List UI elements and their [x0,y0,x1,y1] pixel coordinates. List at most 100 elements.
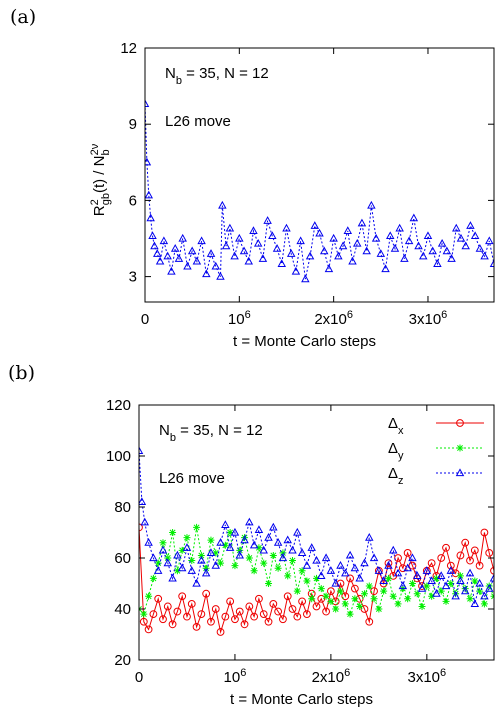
panel-a-series-0-point [470,231,480,240]
panel-b-series-1-point [298,567,306,575]
panel-a-series-0-point [282,223,291,232]
panel-b-series-2-point [456,576,465,585]
panel-b-series-2-point [412,571,422,579]
panel-b-xtick-label: 3x106 [408,667,447,686]
panel-a-series-0-point [334,251,343,260]
panel-b-series-2-point [269,522,278,531]
panel-b-series-0-point [293,612,302,621]
panel-a-series-0-point [277,259,287,267]
panel-b-series-2-point [331,578,340,587]
panel-b-legend-marker [456,419,464,427]
panel-b-series-0-point [221,612,230,621]
panel-b-frame [138,404,495,661]
panel-b-series-2-point [158,545,168,554]
panel-b-series-1-point [279,549,287,557]
panel-b-series-0-point [283,592,292,601]
panel-a-series-0-point [272,244,282,252]
panel-a-series-0-point [268,231,277,240]
panel-b-series-2-point [345,550,355,559]
panel-b-series-0-point [168,620,177,629]
panel-b-series-1-point [327,597,335,605]
panel-b-series-2-point [408,553,417,562]
panel-b-series-1-point [442,597,450,605]
panel-b-series-2-point [149,553,158,562]
panel-b-series-2-point [393,568,403,577]
panel-a-series-0-point [218,200,227,209]
panel-b-series-1-point [207,536,215,544]
panel-b-series-1-point [308,595,316,603]
panel-b-series-2-point [403,563,412,572]
panel-b-series-0-point [365,617,374,626]
panel-b-series-1-point [336,587,344,595]
panel-b-series-0-point [279,615,287,624]
panel-b-series-1-point [250,567,258,575]
panel-a-xtick-label: 3x106 [409,309,448,328]
panel-b-series-1-point [193,523,201,531]
panel-b-series-2-point [465,568,475,577]
panel-a-series-0-line [145,103,494,280]
panel-b-series-1-point [437,587,445,595]
panel-a-series-0-point [221,241,231,250]
panel-b-series-2-point [264,532,273,541]
panel-b-series-0-point [312,602,321,611]
panel-b-series-1-point [293,587,301,595]
panel-a-series-0-point [329,233,338,242]
panel-b-series-1-point [274,564,282,572]
panel-b-series-1-point [456,572,464,580]
panel-a-x-axis-label: t = Monte Carlo steps [233,333,376,350]
panel-b-series-0-point [446,561,455,570]
panel-a-series-0-point [414,241,423,250]
panel-b-series-2-point [398,581,408,590]
panel-b-series-0-point [288,605,297,613]
panel-b-series-2-point [422,566,432,574]
panel-b-series-1-point [169,529,177,536]
panel-b-series-2-point [365,532,374,541]
panel-b-series-1-point [289,557,297,565]
panel-b-series-2-point [297,548,307,556]
panel-b-series-1-point [452,590,460,598]
panel-a-series-0-point [357,218,367,227]
panel-a-series-0-point [343,226,353,234]
panel-a-y-axis-label: R2gb(t) / Nb2ν [89,143,112,216]
panel-b-series-1-point [255,544,263,552]
panel-a-series-0-point [178,233,187,242]
panel-b-series-0-point [370,587,378,596]
panel-b-series-1-point [384,574,392,582]
panel-b-series-2-point [321,553,331,562]
panel-b-series-1-point [149,574,157,582]
panel-b-series-2-point [197,555,206,564]
panel-b-series-2-point [355,573,364,582]
panel-b-annotation: Nb = 35, N = 12 [159,422,263,444]
panel-b-series-0-point [231,615,239,624]
panel-b-series-0-point [226,597,235,606]
panel-b-series-0-point [187,600,196,608]
panel-a-series-0-point [146,213,155,222]
panel-b-series-2-point [177,563,187,572]
panel-b-series-1-point [197,551,205,559]
panel-b-series-0-point [245,602,254,611]
panel-b-series-0-point [350,584,359,593]
panel-b-series-0-point [403,549,412,557]
panel-b-series-0-point [183,612,191,621]
panel-b-series-1-point [173,567,181,575]
panel-b-series-1-point [341,600,349,608]
panel-b-ytick-label: 100 [106,448,131,465]
panel-b-xtick-label: 106 [224,667,247,686]
panel-a-series-0-point [253,238,263,247]
panel-a-series-0-point [315,228,324,237]
panel-a-series-0-point [216,271,225,280]
panel-b-series-0-point [475,561,484,570]
panel-b-series-0-point [159,615,167,624]
panel-b-series-0-point [197,610,206,618]
panel-b-series-2-point [317,571,326,579]
panel-b-series-1-point [154,559,162,567]
panel-b-series-2-point [432,589,441,597]
panel-b-series-2-point [139,497,147,505]
panel-b-series-0-point [178,592,187,601]
panel-a-series-0-point [301,274,310,283]
panel-a-frame [144,47,495,303]
panel-a-series-0-point [230,251,239,260]
panel-b-series-1-point [212,549,220,557]
panel-b-series-2-point [326,566,336,574]
panel-b-series-1-point [356,602,364,610]
